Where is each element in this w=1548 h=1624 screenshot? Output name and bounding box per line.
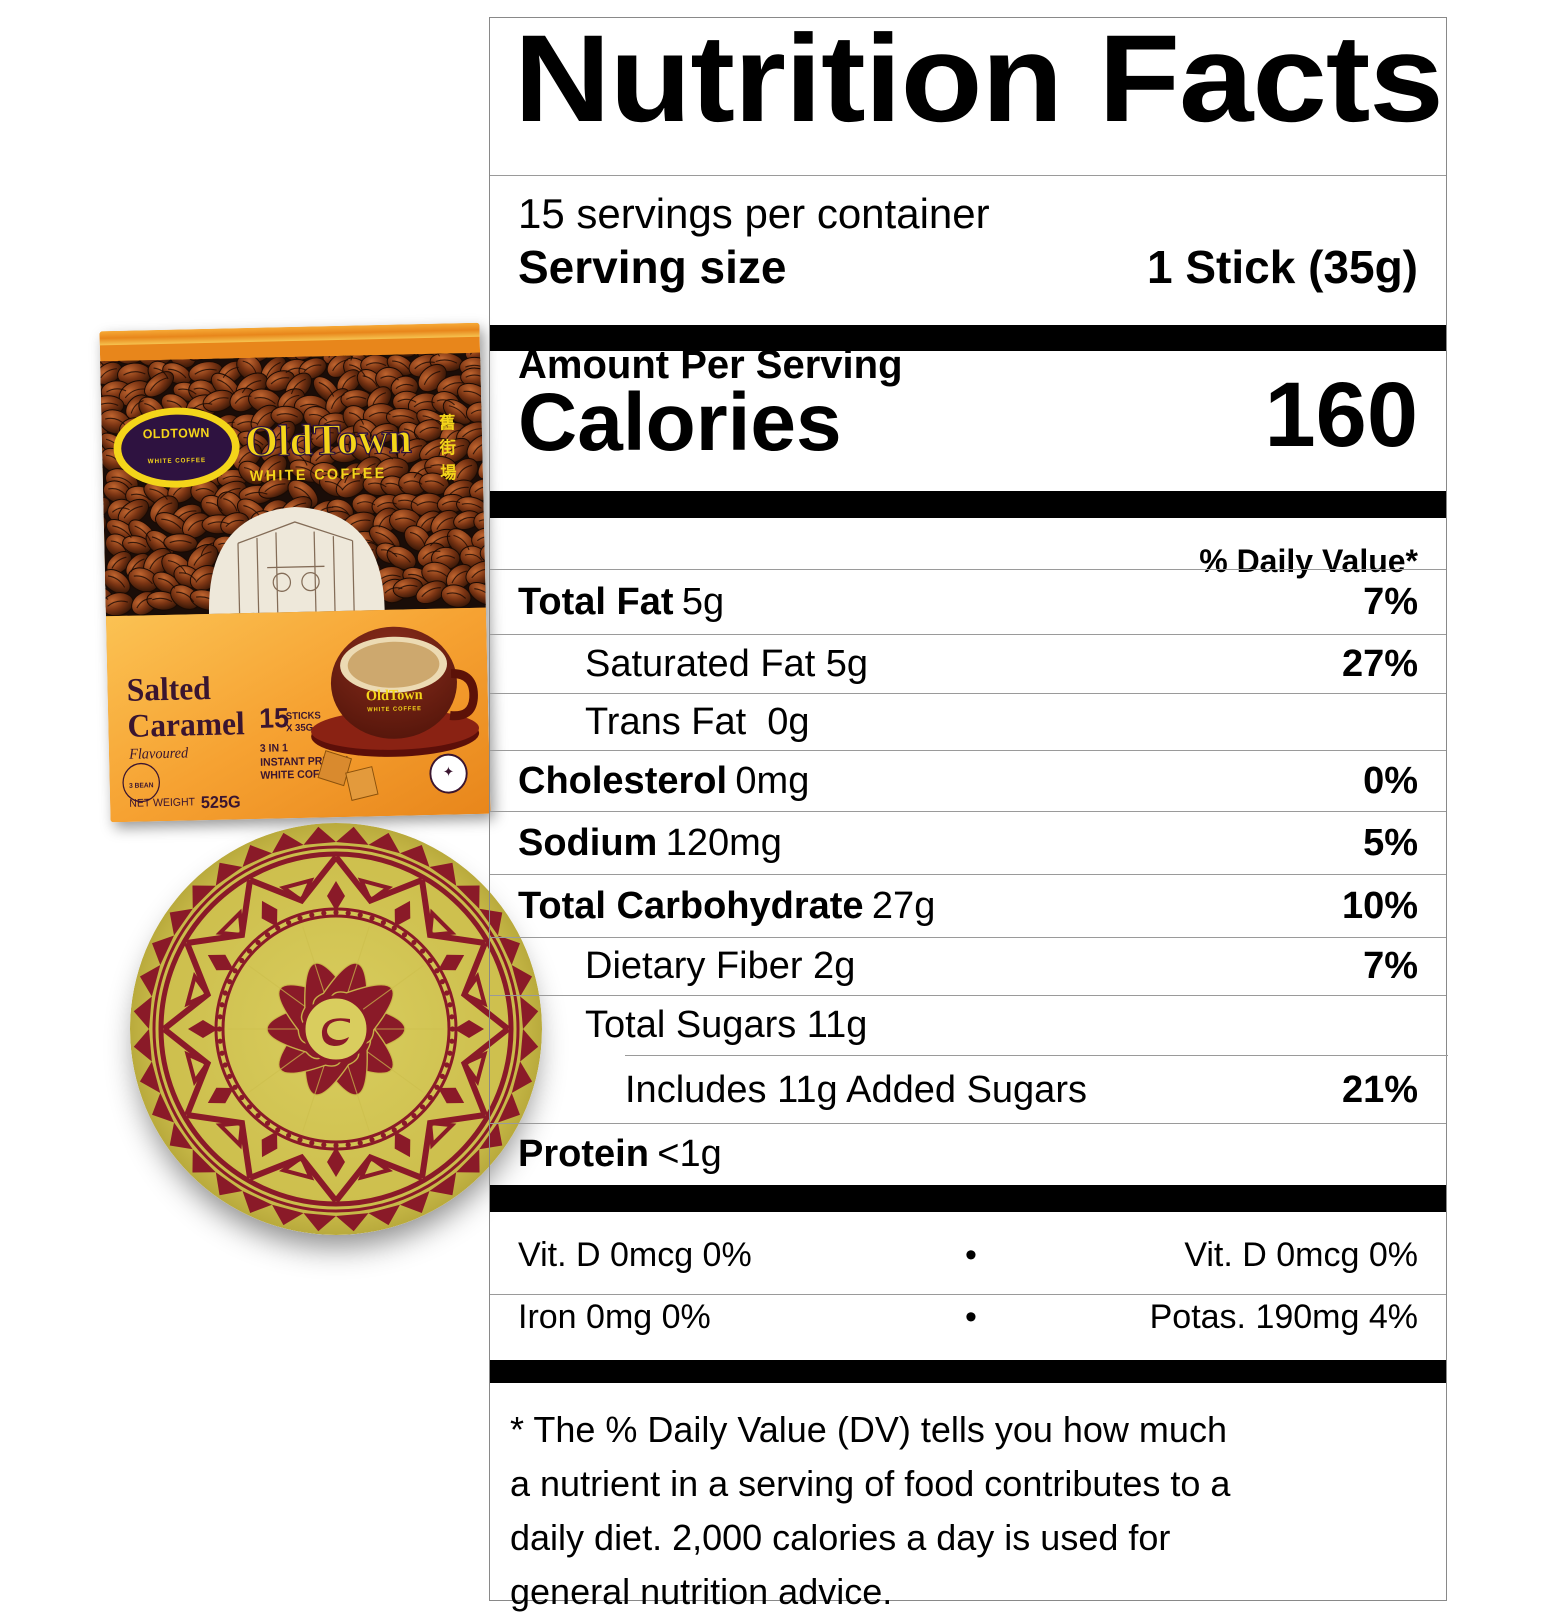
svg-text:場: 場 — [440, 463, 457, 483]
svg-text:Flavoured: Flavoured — [128, 745, 189, 763]
svg-text:舊: 舊 — [439, 412, 456, 433]
svg-text:525G: 525G — [201, 792, 241, 812]
svg-text:15: 15 — [259, 702, 289, 734]
svg-text:3 BEAN: 3 BEAN — [129, 782, 154, 790]
svg-text:3 IN 1: 3 IN 1 — [260, 742, 288, 755]
svg-text:WHITE COFFEE: WHITE COFFEE — [148, 457, 206, 465]
svg-text:Salted: Salted — [126, 669, 211, 708]
svg-text:OLDTOWN: OLDTOWN — [143, 426, 210, 442]
svg-text:✦: ✦ — [443, 764, 455, 780]
svg-text:X 35G: X 35G — [286, 722, 313, 734]
svg-text:NET WEIGHT: NET WEIGHT — [129, 796, 195, 810]
svg-text:WHITE COFFEE: WHITE COFFEE — [250, 466, 387, 485]
svg-text:STICKS: STICKS — [286, 710, 322, 722]
svg-text:WHITE COFFEE: WHITE COFFEE — [367, 706, 422, 713]
svg-text:街: 街 — [439, 437, 457, 458]
svg-text:OldTown: OldTown — [245, 414, 413, 466]
svg-text:Caramel: Caramel — [127, 705, 245, 744]
svg-text:OldTown: OldTown — [366, 687, 423, 705]
